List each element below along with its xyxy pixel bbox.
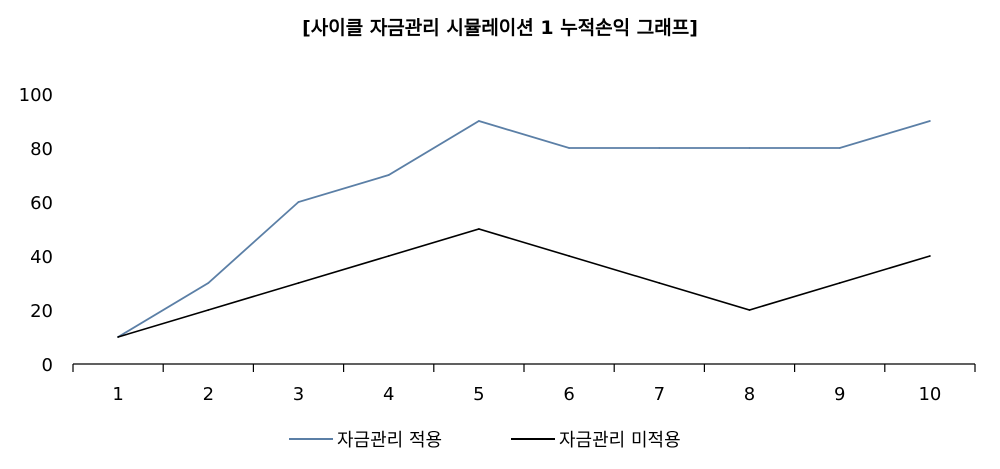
x-tick-label: 9 xyxy=(834,384,845,405)
data-point xyxy=(478,120,480,122)
data-point xyxy=(387,255,390,257)
data-point xyxy=(207,282,210,284)
x-tick-label: 3 xyxy=(293,384,304,405)
y-tick-labels: 0 20 40 60 80 100 xyxy=(19,85,53,376)
x-tick-label: 1 xyxy=(112,384,123,405)
y-tick-label: 80 xyxy=(30,139,53,160)
data-point xyxy=(297,282,300,284)
data-point xyxy=(568,147,570,149)
series-line xyxy=(117,228,931,338)
legend: 자금관리 적용 자금관리 미적용 xyxy=(289,430,681,451)
data-point xyxy=(478,228,480,230)
x-tick-label: 6 xyxy=(563,384,574,405)
series-lines xyxy=(117,120,931,338)
axes xyxy=(72,363,976,372)
data-point xyxy=(929,120,931,122)
x-tick-label: 4 xyxy=(383,384,394,405)
y-tick-label: 100 xyxy=(19,85,53,106)
data-point xyxy=(207,309,210,311)
data-point xyxy=(387,174,390,176)
data-point xyxy=(748,309,751,311)
y-tick-label: 40 xyxy=(30,247,53,268)
data-point xyxy=(838,282,841,284)
data-point xyxy=(658,282,661,284)
y-tick-label: 20 xyxy=(30,301,53,322)
legend-label: 자금관리 적용 xyxy=(337,430,442,451)
data-point xyxy=(838,147,841,149)
data-point xyxy=(748,147,751,149)
data-point xyxy=(117,336,119,338)
data-point xyxy=(658,147,661,149)
chart-title: [사이클 자금관리 시뮬레이션 1 누적손익 그래프] xyxy=(302,17,698,39)
x-tick-label: 5 xyxy=(473,384,484,405)
data-point xyxy=(929,255,931,257)
data-point xyxy=(297,201,300,203)
legend-label: 자금관리 미적용 xyxy=(559,430,681,451)
data-point xyxy=(568,255,570,257)
series-line xyxy=(117,120,931,338)
y-tick-label: 0 xyxy=(42,355,53,376)
x-tick-label: 2 xyxy=(203,384,214,405)
x-tick-label: 7 xyxy=(654,384,665,405)
x-tick-labels: 1 2 3 4 5 6 7 8 9 10 xyxy=(112,384,941,405)
y-tick-label: 60 xyxy=(30,193,53,214)
x-tick-label: 10 xyxy=(918,384,941,405)
x-tick-label: 8 xyxy=(744,384,755,405)
